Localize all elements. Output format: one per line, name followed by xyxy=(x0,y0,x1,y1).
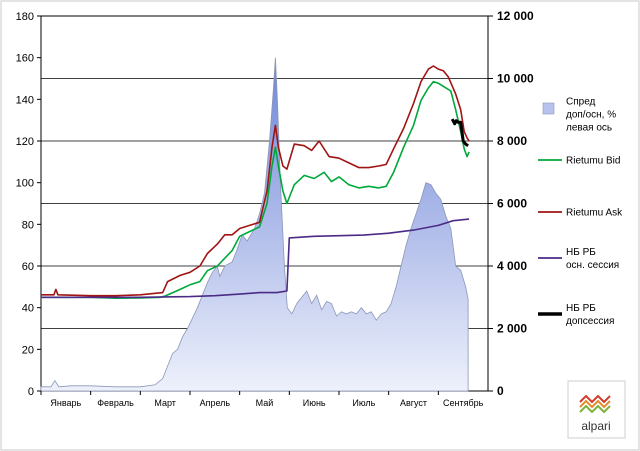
plot-area xyxy=(40,57,470,392)
x-tick-label: Март xyxy=(154,398,176,408)
logo-wave-orange-icon xyxy=(579,399,611,409)
y-left-tick-label: 100 xyxy=(16,178,34,190)
legend-label: Rietumu Ask xyxy=(566,208,623,219)
logo-wave-red-icon xyxy=(579,394,611,404)
x-tick-label: Июль xyxy=(352,398,375,408)
legend-label: НБ РБ xyxy=(566,303,596,314)
legend-label: Rietumu Bid xyxy=(566,156,620,167)
y-right-tick-label: 10 000 xyxy=(497,72,534,86)
series-area-spread xyxy=(40,57,469,392)
series-line-1 xyxy=(41,80,470,299)
y-left-tick-label: 0 xyxy=(28,386,34,398)
legend: Спред доп/осн, % левая ось Rietumu Bid Rietu… xyxy=(538,97,623,327)
y-right-tick-label: 2 000 xyxy=(497,322,527,336)
logo-wave-green-icon xyxy=(579,404,611,414)
axes: 0 20 40 60 80 100 120 140 160 180 0 2 000 4 000 6 000… xyxy=(16,9,534,408)
legend-label: осн. сессия xyxy=(566,260,619,271)
legend-label: доп/осн, % xyxy=(566,110,616,121)
x-tick-label: Февраль xyxy=(97,398,134,408)
y-left-tick-label: 60 xyxy=(22,261,34,273)
y-right-tick-label: 4 000 xyxy=(497,259,527,273)
legend-swatch xyxy=(542,102,555,115)
y-left-tick-label: 120 xyxy=(16,136,34,148)
logo-frame xyxy=(567,380,626,439)
y-right-tick-label: 0 xyxy=(497,384,504,398)
legend-label: допсессия xyxy=(566,316,614,327)
legend-label: левая ось xyxy=(566,123,612,134)
x-tick-label: Май xyxy=(256,398,274,408)
y-right-tick-label: 8 000 xyxy=(497,134,527,148)
y-left-tick-label: 160 xyxy=(16,53,34,65)
series-line-4 xyxy=(450,118,469,147)
x-tick-label: Январь xyxy=(50,398,81,408)
legend-label: НБ РБ xyxy=(566,247,596,258)
series-line-3 xyxy=(41,218,470,299)
logo-text: alpari xyxy=(581,419,610,433)
legend-label: Спред xyxy=(566,97,596,108)
series-line-2 xyxy=(41,65,470,297)
x-tick-label: Апрель xyxy=(200,398,231,408)
x-tick-label: Сентябрь xyxy=(443,398,484,408)
y-left-tick-label: 140 xyxy=(16,94,34,106)
x-tick-label: Август xyxy=(400,398,427,408)
y-left-tick-label: 40 xyxy=(22,303,34,315)
x-tick-label: Июнь xyxy=(303,398,326,408)
y-left-tick-label: 180 xyxy=(16,11,34,23)
y-left-tick-label: 20 xyxy=(22,344,34,356)
y-left-tick-label: 80 xyxy=(22,219,34,231)
y-right-tick-label: 6 000 xyxy=(497,197,527,211)
y-right-tick-label: 12 000 xyxy=(497,9,534,23)
alpari-logo: alpari xyxy=(567,380,626,439)
